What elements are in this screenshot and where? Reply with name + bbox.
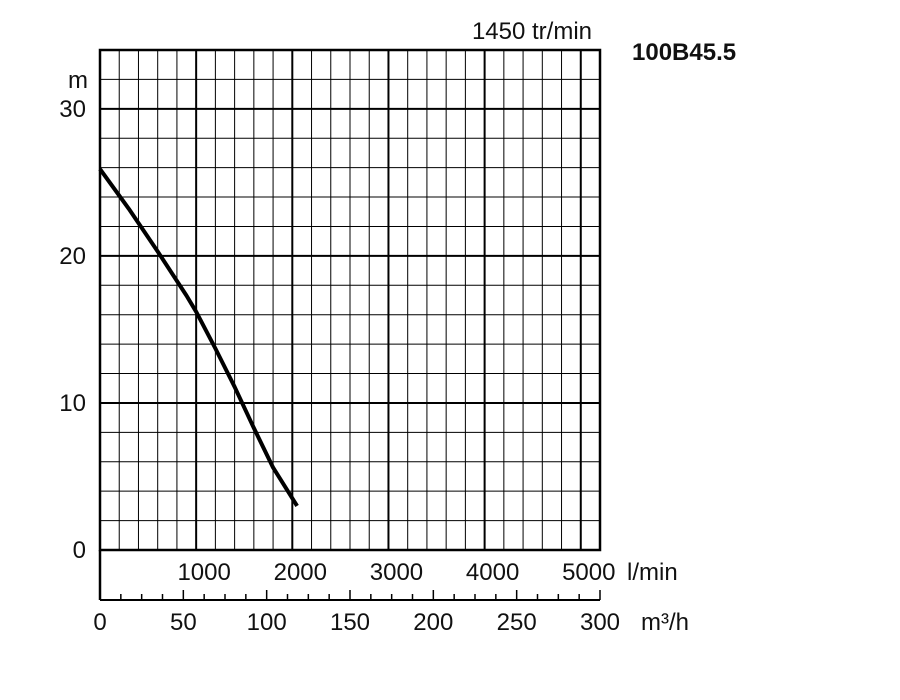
plot-border [98,48,602,552]
chart-frame [98,48,602,601]
chart-series [98,167,299,507]
y-tick-label: 30 [59,96,86,123]
chart-subtitle: 1450 tr/min [472,18,592,45]
x-tick-label-m3h: 150 [330,609,370,636]
x-tick-label-m3h: 250 [497,609,537,636]
x-tick-label-lmin: 2000 [274,559,327,586]
chart-grid [100,50,600,550]
x-axis-label-m3h: m³/h [641,609,689,636]
x-tick-label-m3h: 100 [247,609,287,636]
y-tick-label: 20 [59,243,86,270]
chart-labels: 0 10 20 30m 1000 2000 3000 4000 5000 l/min 0 50 100 1… [59,18,736,636]
chart-title: 100B45.5 [632,39,736,66]
x-tick-label-lmin: 4000 [466,559,519,586]
y-axis-label: m [68,67,88,94]
x-tick-label-lmin: 1000 [177,559,230,586]
y-tick-label: 0 [73,537,86,564]
x-tick-label-m3h: 300 [580,609,620,636]
y-tick-label: 10 [59,390,86,417]
x-tick-label-lmin: 5000 [562,559,615,586]
x-tick-label-lmin: 3000 [370,559,423,586]
pump-curve-line [98,167,299,507]
x-tick-label-m3h: 0 [93,609,106,636]
x-tick-label-m3h: 200 [413,609,453,636]
x-tick-label-m3h: 50 [170,609,197,636]
x-axis-label-lmin: l/min [627,559,678,586]
